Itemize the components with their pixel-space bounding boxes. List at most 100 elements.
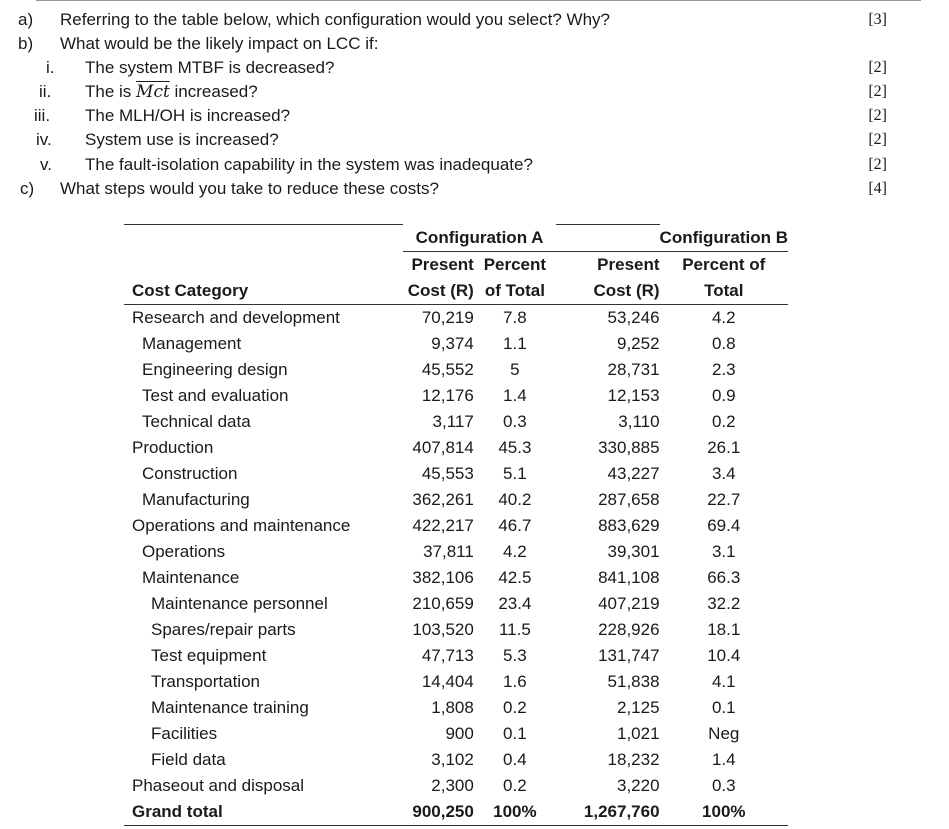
config-b-cost-cell: 39,301 [607,542,660,561]
config-a-percent-cell: 0.2 [503,698,527,717]
config-a-cost-cell: 900,250 [403,799,474,826]
lcc-cost-table: Configuration A Configuration B Present … [124,224,788,826]
question-b-text: What would be the likely impact on LCC i… [60,34,379,53]
config-b-cost-cell: 1,267,760 [555,799,660,826]
config-a-percent-cell: 1.4 [503,386,527,405]
cost-category-cell: Technical data [142,412,251,431]
config-a-percent-cell: 7.8 [503,308,527,327]
question-b-ii-text: The is Mct increased? [85,80,258,104]
config-a-percent-cell: 42.5 [498,568,532,587]
config-b-percent-cell: 100% [659,799,788,826]
config-a-percent-cell: 11.5 [498,620,531,639]
table-group-header-row: Configuration A Configuration B [124,224,788,252]
question-b-iii-text: The MLH/OH is increased? [85,106,291,125]
a-pct-header-1: Percent [483,255,547,274]
config-b-cost-cell: 287,658 [598,490,660,509]
config-a-percent-cell: 0.4 [503,750,527,769]
question-b-ii-pre: The is [85,82,137,101]
a-cost-header-2: Cost (R) [403,278,474,305]
config-a-percent-cell: 1.1 [503,334,527,353]
cost-category-cell: Construction [142,464,238,483]
config-b-percent-cell: 10.4 [707,646,741,665]
config-a-cost-cell: 103,520 [412,620,474,639]
question-b-iv-marks: [2] [868,131,887,148]
question-b-v-marks: [2] [868,156,887,173]
config-b-percent-cell: 66.3 [707,568,741,587]
config-b-percent-cell: 0.8 [711,334,736,353]
config-a-cost-cell: 14,404 [421,672,474,691]
cost-category-cell: Phaseout and disposal [132,776,305,795]
config-a-cost-cell: 1,808 [431,698,474,717]
question-a-marks: [3] [868,11,887,28]
config-b-percent-cell: 0.1 [711,698,736,717]
a-pct-header-2: of Total [473,278,556,305]
config-b-cost-cell: 3,110 [618,412,660,431]
table-row: Test and evaluation 12,176 1.4 12,153 0.9 [124,383,788,409]
question-b-ii-marks: [2] [868,83,887,100]
config-b-cost-cell: 841,108 [598,568,660,587]
config-b-cost-cell: 3,220 [617,776,660,795]
config-a-cost-cell: 47,713 [421,646,474,665]
config-a-cost-cell: 45,552 [421,360,474,379]
config-b-percent-cell: 3.1 [711,542,736,561]
question-b-i-text: The system MTBF is decreased? [85,58,335,77]
question-c-marks: [4] [868,180,887,197]
config-a-percent-cell: 46.7 [498,516,532,535]
config-b-percent-cell: 3.4 [711,464,736,483]
b-pct-header-1: Percent of [682,255,766,274]
config-a-percent-cell: 100% [473,799,556,826]
top-rule [36,0,921,1]
cost-category-cell: Maintenance personnel [151,594,328,613]
table-row: Maintenance personnel 210,659 23.4 407,219 3… [124,591,788,617]
table-row: Phaseout and disposal 2,300 0.2 3,220 0.3 [124,773,788,799]
table-row: Test equipment 47,713 5.3 131,747 10.4 [124,643,788,669]
config-a-percent-cell: 23.4 [498,594,532,613]
config-b-cost-cell: 18,232 [607,750,660,769]
table-row: Grand total 900,250 100% 1,267,760 100% [124,799,788,826]
config-a-percent-cell: 40.2 [498,490,532,509]
config-a-cost-cell: 3,117 [432,412,474,431]
config-b-percent-cell: 18.1 [707,620,741,639]
b-pct-header-2: Total [659,278,788,305]
config-b-percent-cell: 0.3 [711,776,736,795]
config-b-cost-cell: 43,227 [607,464,660,483]
config-a-percent-cell: 5.3 [503,646,527,665]
config-a-percent-cell: 0.3 [503,412,527,431]
config-b-cost-cell: 228,926 [598,620,660,639]
question-b-iv-label: iv. [36,130,52,149]
config-b-header: Configuration B [659,224,788,252]
table-row: Manufacturing 362,261 40.2 287,658 22.7 [124,487,788,513]
cost-category-cell: Test and evaluation [142,386,289,405]
cost-category-cell: Operations and maintenance [132,516,351,535]
config-b-cost-cell: 1,021 [617,724,660,743]
table-row: Facilities 900 0.1 1,021 Neg [124,721,788,747]
b-cost-header-2: Cost (R) [555,278,660,305]
table-row: Production 407,814 45.3 330,885 26.1 [124,435,788,461]
config-a-percent-cell: 4.2 [503,542,527,561]
config-b-cost-cell: 51,838 [607,672,660,691]
config-b-cost-cell: 9,252 [617,334,660,353]
config-b-percent-cell: 32.2 [707,594,741,613]
table-row: Construction 45,553 5.1 43,227 3.4 [124,461,788,487]
config-b-percent-cell: Neg [708,724,740,743]
cost-category-cell: Maintenance [142,568,240,587]
table-row: Maintenance training 1,808 0.2 2,125 0.1 [124,695,788,721]
question-c-text: What steps would you take to reduce thes… [60,179,439,198]
config-a-cost-cell: 70,219 [421,308,474,327]
cost-category-cell: Engineering design [142,360,288,379]
question-b-v-label: v. [40,155,52,174]
table-header-row-1: Present Percent Present Percent of [124,252,788,279]
table-row: Research and development 70,219 7.8 53,246 4… [124,305,788,332]
config-b-percent-cell: 1.4 [711,750,736,769]
config-b-percent-cell: 2.3 [711,360,736,379]
config-b-cost-cell: 883,629 [598,516,660,535]
config-a-cost-cell: 3,102 [431,750,474,769]
config-a-percent-cell: 1.6 [503,672,527,691]
question-b-iii-label: iii. [34,106,51,125]
table-row: Technical data 3,117 0.3 3,110 0.2 [124,409,788,435]
cost-category-cell: Maintenance training [151,698,309,717]
table-row: Operations and maintenance 422,217 46.7 883… [124,513,788,539]
question-a-text: Referring to the table below, which conf… [60,10,610,29]
cost-category-cell: Test equipment [151,646,267,665]
cost-category-cell: Production [132,438,214,457]
